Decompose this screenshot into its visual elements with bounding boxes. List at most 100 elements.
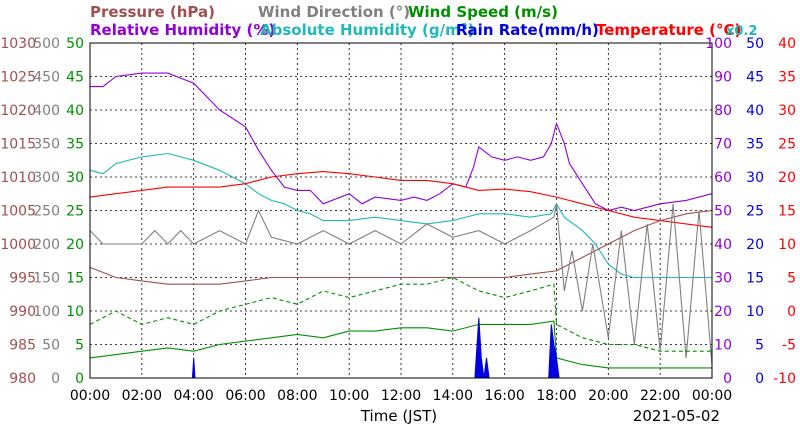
- x-tick-label: 00:00: [70, 388, 110, 404]
- wind-direction-axis-tick-label: 0: [51, 371, 60, 387]
- series-absolute-humidity-g-m3: [89, 152, 712, 279]
- x-tick-label: 08:00: [277, 388, 317, 404]
- wind-speed-axis-tick-label: 30: [66, 170, 84, 186]
- wind-speed-axis-tick-label: 0: [75, 371, 84, 387]
- wind-direction-axis-tick-label: 350: [33, 137, 60, 153]
- legend-entry: Temperature (°C): [596, 21, 741, 39]
- series-pressure-hpa: [89, 209, 713, 285]
- wind-speed-axis-tick-label: 35: [66, 137, 84, 153]
- humidity-axis-tick-label: 70: [714, 137, 732, 153]
- pressure-axis-tick-label: 980: [9, 371, 36, 387]
- x-tick-label: 02:00: [122, 388, 162, 404]
- wind-direction-axis-tick-label: 50: [42, 338, 60, 354]
- humidity-axis-tick-label: 10: [714, 338, 732, 354]
- temperature-axis-tick-label: 35: [778, 70, 796, 86]
- legend-entry: Relative Humidity (%): [90, 21, 275, 39]
- x-tick-label: 04:00: [173, 388, 213, 404]
- pressure-axis-tick-label: 1000: [0, 237, 36, 253]
- abs-humidity-scale-note: x0.2: [726, 24, 757, 39]
- rain-rate-axis-tick-label: 10: [746, 304, 764, 320]
- humidity-axis-tick-label: 0: [723, 371, 732, 387]
- legend-row-2: Relative Humidity (%)Absolute Humidity (…: [90, 21, 741, 39]
- humidity-axis-tick-label: 90: [714, 70, 732, 86]
- x-tick-label: 06:00: [225, 388, 265, 404]
- wind-speed-axis-tick-label: 15: [66, 271, 84, 287]
- humidity-axis-tick-label: 50: [714, 204, 732, 220]
- legend-entry: Absolute Humidity (g/m3): [260, 21, 475, 39]
- pressure-axis-tick-label: 995: [9, 271, 36, 287]
- pressure-axis-tick-label: 1005: [0, 204, 36, 220]
- series-group: [89, 72, 713, 379]
- x-axis: 00:00 02:00 04:00 06:00 08:00 10:00 12:00 14:00…: [70, 388, 732, 404]
- series-wind-speed-m-s: [89, 320, 712, 369]
- pressure-axis-tick-label: 1025: [0, 70, 36, 86]
- legend-entry: Wind Speed (m/s): [408, 3, 558, 21]
- temperature-axis-tick-label: 15: [778, 204, 796, 220]
- wind-speed-axis-tick-label: 40: [66, 103, 84, 119]
- date-label: 2021-05-02: [633, 407, 720, 425]
- temperature-axis-tick-label: 5: [787, 271, 796, 287]
- wind-direction-axis-tick-label: 200: [33, 237, 60, 253]
- x-tick-label: 16:00: [484, 388, 524, 404]
- wind-speed-axis-tick-label: 20: [66, 237, 84, 253]
- temperature-axis-tick-label: 0: [787, 304, 796, 320]
- rain-rate-axis-tick-label: 25: [746, 204, 764, 220]
- humidity-axis-tick-label: 20: [714, 304, 732, 320]
- temperature-axis-tick-label: 40: [778, 36, 796, 52]
- wind-speed-axis-tick-label: 10: [66, 304, 84, 320]
- temperature-axis-tick-label: 25: [778, 137, 796, 153]
- rain-rate-axis-tick-label: 35: [746, 137, 764, 153]
- legend-entry: Rain Rate(mm/h): [456, 21, 599, 39]
- wind-direction-axis-tick-label: 450: [33, 70, 60, 86]
- x-tick-label: 10:00: [329, 388, 369, 404]
- series-wind-speed-gust-m-s: [89, 276, 712, 352]
- wind-direction-axis-tick-label: 100: [33, 304, 60, 320]
- rain-rate-axis-tick-label: 20: [746, 237, 764, 253]
- x-tick-label: 14:00: [433, 388, 473, 404]
- wind-direction-axis-tick-label: 250: [33, 204, 60, 220]
- pressure-axis-tick-label: 985: [9, 338, 36, 354]
- legend-entry: Pressure (hPa): [90, 3, 215, 21]
- x-tick-label: 22:00: [640, 388, 680, 404]
- rain-rate-axis-tick-label: 40: [746, 103, 764, 119]
- wind-speed-axis-tick-label: 50: [66, 36, 84, 52]
- wind-speed-axis-tick-label: 25: [66, 204, 84, 220]
- humidity-axis-tick-label: 40: [714, 237, 732, 253]
- pressure-axis-tick-label: 1015: [0, 137, 36, 153]
- temperature-axis-tick-label: -5: [782, 338, 796, 354]
- series-temperature-c: [89, 171, 713, 228]
- wind-direction-axis-tick-label: 500: [33, 36, 60, 52]
- pressure-axis: 1030 1025 1020 1015 1010 1005 1000 995 990 985 980: [0, 36, 36, 387]
- rain-rate-axis-tick-label: 5: [755, 338, 764, 354]
- x-tick-label: 00:00: [692, 388, 732, 404]
- x-tick-label: 12:00: [381, 388, 421, 404]
- temperature-axis-tick-label: 20: [778, 170, 796, 186]
- temperature-axis-tick-label: 10: [778, 237, 796, 253]
- series-rain-rate-mm-h: [90, 317, 712, 379]
- x-axis-label: Time (JST): [360, 407, 437, 425]
- wind-speed-axis-tick-label: 45: [66, 70, 84, 86]
- temperature-axis-tick-label: 30: [778, 103, 796, 119]
- wind-direction-axis-tick-label: 150: [33, 271, 60, 287]
- rain-rate-axis-tick-label: 50: [746, 36, 764, 52]
- plot-frame: [89, 42, 713, 379]
- legend-entry: Wind Direction (°): [258, 3, 410, 21]
- rain-rate-axis-tick-label: 0: [755, 371, 764, 387]
- wind-direction-axis-tick-label: 300: [33, 170, 60, 186]
- rain-rate-axis-tick-label: 45: [746, 70, 764, 86]
- legend-row-1: Pressure (hPa) Wind Direction (°)Wind Spe…: [90, 3, 558, 21]
- wind-direction-axis-tick-label: 400: [33, 103, 60, 119]
- pressure-axis-tick-label: 990: [9, 304, 36, 320]
- rain-rate-axis-tick-label: 30: [746, 170, 764, 186]
- humidity-axis-tick-label: 30: [714, 271, 732, 287]
- wind-speed-axis-tick-label: 5: [75, 338, 84, 354]
- rain-rate-axis-tick-label: 15: [746, 271, 764, 287]
- pressure-axis-tick-label: 1010: [0, 170, 36, 186]
- x-tick-label: 20:00: [588, 388, 628, 404]
- humidity-axis-tick-label: 100: [705, 36, 732, 52]
